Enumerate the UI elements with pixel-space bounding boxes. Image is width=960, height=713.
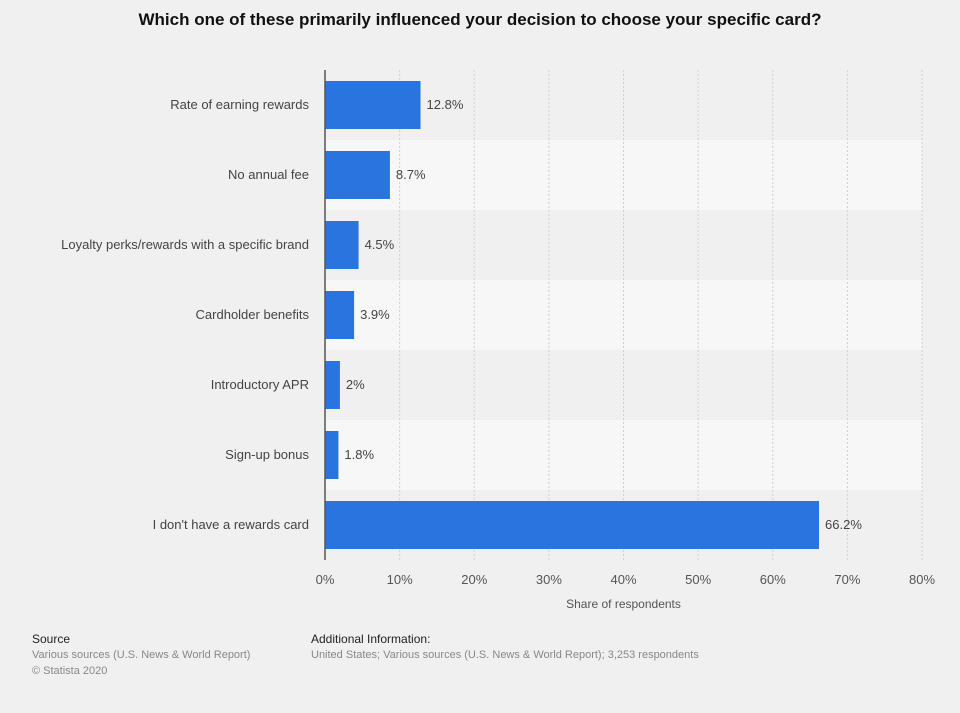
bar [325,361,340,409]
category-label: Sign-up bonus [225,447,309,462]
value-label: 1.8% [344,447,374,462]
category-label: Loyalty perks/rewards with a specific br… [61,237,309,252]
x-tick-label: 10% [387,572,413,587]
source-text: Various sources (U.S. News & World Repor… [32,649,251,661]
bar [325,501,820,549]
additional-info-heading: Additional Information: [311,632,431,646]
category-label: No annual fee [228,167,309,182]
value-label: 12.8% [427,97,464,112]
additional-info-text: United States; Various sources (U.S. New… [311,649,699,661]
category-label: Cardholder benefits [196,307,310,322]
x-tick-label: 60% [760,572,786,587]
copyright-text: © Statista 2020 [32,665,108,677]
category-label: Introductory APR [211,377,309,392]
x-axis-title: Share of respondents [566,597,681,611]
bar [325,151,390,199]
bar [325,81,421,129]
value-label: 66.2% [825,517,862,532]
value-label: 4.5% [365,237,395,252]
bar [325,291,355,339]
category-label: Rate of earning rewards [170,97,309,112]
bar [325,431,339,479]
x-tick-label: 30% [536,572,562,587]
bar [325,221,359,269]
category-label: I don't have a rewards card [153,517,309,532]
additional-info-block: Additional Information: United States; V… [311,631,699,663]
bar-chart: Rate of earning rewards 12.8% No annual fe… [61,70,935,611]
source-heading: Source [32,632,71,646]
x-tick-label: 40% [610,572,636,587]
value-label: 2% [346,377,365,392]
value-label: 8.7% [396,167,426,182]
value-label: 3.9% [360,307,390,322]
source-block: Source Various sources (U.S. News & Worl… [32,631,250,679]
x-tick-label: 20% [461,572,487,587]
x-tick-label: 0% [316,572,335,587]
x-tick-label: 70% [834,572,860,587]
chart-title: Which one of these primarily influenced … [138,10,822,29]
x-tick-label: 80% [909,572,935,587]
x-tick-label: 50% [685,572,711,587]
